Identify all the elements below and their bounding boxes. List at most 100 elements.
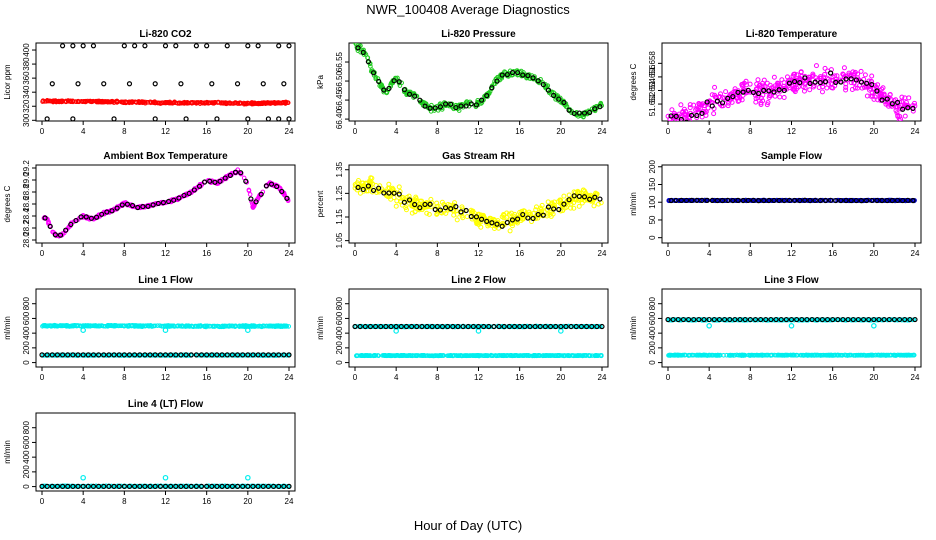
data-point	[412, 208, 418, 214]
data-point	[798, 69, 804, 75]
data-point	[60, 323, 66, 328]
data-point	[70, 43, 76, 49]
data-point	[858, 68, 864, 74]
data-point	[723, 89, 729, 95]
data-layer	[40, 43, 292, 121]
data-point	[403, 205, 409, 211]
data-point	[73, 217, 79, 224]
data-point	[251, 203, 257, 209]
data-point	[902, 113, 908, 119]
data-point	[395, 75, 400, 81]
x-tick-label: 24	[285, 373, 294, 382]
data-point	[222, 175, 228, 181]
data-point	[790, 73, 796, 79]
x-tick-label: 24	[598, 373, 607, 382]
data-point	[791, 78, 798, 85]
data-point	[678, 102, 684, 108]
data-point	[213, 99, 218, 105]
y-tick-label: 400	[335, 326, 344, 340]
data-point	[286, 43, 292, 49]
data-point	[109, 208, 115, 214]
data-point	[405, 91, 410, 97]
data-point	[116, 352, 122, 358]
data-point	[132, 352, 138, 358]
data-point	[705, 105, 711, 111]
data-point	[268, 181, 275, 187]
data-point	[250, 352, 256, 358]
data-point	[515, 70, 521, 76]
data-point	[593, 353, 598, 358]
data-point	[222, 101, 228, 106]
data-point	[707, 98, 713, 104]
data-point	[802, 85, 808, 91]
data-point	[486, 353, 491, 358]
data-point	[352, 323, 358, 330]
data-point	[224, 352, 230, 358]
data-point	[507, 228, 513, 234]
data-point	[178, 352, 184, 358]
data-point	[469, 216, 475, 222]
data-point	[686, 198, 692, 203]
data-point	[90, 352, 97, 358]
data-point	[225, 100, 230, 106]
y-axis-label: percent	[316, 190, 325, 217]
data-point	[434, 323, 440, 330]
data-point	[212, 324, 217, 329]
data-point	[786, 80, 793, 86]
data-point	[412, 201, 418, 208]
data-point	[171, 197, 177, 203]
data-point	[133, 100, 139, 105]
data-point	[365, 183, 371, 189]
data-point	[779, 77, 785, 83]
data-point	[70, 116, 76, 121]
data-point	[100, 98, 105, 104]
x-tick-label: 16	[202, 127, 211, 136]
data-point	[489, 220, 495, 226]
data-point	[138, 100, 144, 105]
data-point	[702, 103, 708, 109]
data-point	[470, 323, 476, 330]
data-point	[255, 43, 261, 49]
data-point	[694, 197, 700, 203]
data-point	[520, 211, 526, 218]
x-tick-label: 4	[707, 373, 712, 382]
data-point	[85, 352, 91, 358]
data-point	[75, 81, 81, 87]
y-tick-label: 28.0	[22, 232, 31, 248]
data-point	[249, 324, 254, 329]
x-tick-label: 24	[285, 249, 294, 258]
x-tick-label: 12	[474, 249, 483, 258]
data-point	[119, 202, 125, 208]
data-point	[828, 70, 834, 76]
data-point	[360, 186, 366, 193]
data-point	[428, 196, 434, 202]
data-point	[730, 197, 736, 204]
data-point	[832, 73, 838, 79]
data-point	[779, 198, 785, 203]
data-point	[833, 197, 839, 204]
data-point	[427, 353, 433, 359]
data-point	[396, 79, 402, 85]
data-point	[670, 117, 676, 121]
y-tick-label: 380	[22, 57, 31, 71]
x-tick-label: 0	[353, 249, 358, 258]
data-point	[107, 323, 113, 328]
data-point	[468, 213, 474, 220]
data-point	[229, 172, 234, 177]
data-point	[499, 72, 505, 78]
chart-title: Li-820 CO2	[139, 29, 192, 40]
data-point	[247, 352, 253, 358]
data-point	[524, 353, 529, 358]
x-tick-label: 0	[666, 249, 671, 258]
data-point	[576, 110, 582, 116]
data-point	[152, 352, 158, 358]
data-point	[781, 85, 787, 91]
data-point	[68, 221, 74, 228]
x-tick-label: 24	[911, 249, 920, 258]
data-point	[49, 81, 55, 87]
data-point	[874, 197, 880, 204]
data-point	[45, 98, 51, 104]
y-tick-label: 200	[648, 341, 657, 355]
data-point	[587, 109, 593, 116]
